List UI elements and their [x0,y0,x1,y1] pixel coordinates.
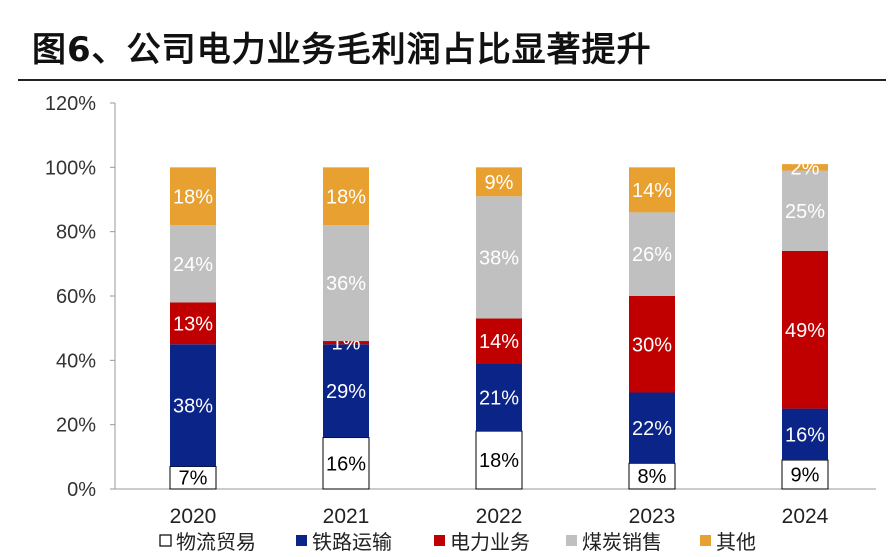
bar-segment [476,318,522,364]
bar-segment [782,164,828,171]
y-tick-label: 20% [56,415,96,437]
data-label: 16% [326,453,366,475]
bar-segment [323,344,369,438]
data-label: 9% [485,172,514,194]
bar-segment [629,392,675,464]
bar-segment [782,408,828,461]
data-label: 7% [179,468,208,490]
data-label: 22% [632,418,672,440]
data-label: 36% [326,273,366,295]
bar-segment [322,437,370,490]
bar-segment [475,430,523,490]
data-label: 49% [785,320,825,342]
data-label: 8% [638,466,667,488]
bar-segment [323,225,369,342]
data-label: 24% [173,254,213,276]
y-tick-label: 40% [56,350,96,372]
bar-segment [170,302,216,345]
x-tick-label: 2020 [170,505,217,528]
bar-segment [629,167,675,213]
legend-label: 铁路运输 [312,531,392,554]
y-tick-label: 60% [56,286,96,308]
title-underline [18,79,886,81]
bar-segment [476,167,522,197]
legend-label: 其他 [716,531,756,554]
legend-swatch [159,534,172,547]
bar-segment [476,363,522,432]
data-label: 14% [632,180,672,202]
data-label: 18% [326,186,366,208]
data-label: 25% [785,201,825,223]
bar-segment [629,296,675,393]
chart-title: 图6、公司电力业务毛利润占比显著提升 [32,30,652,70]
bar-segment [628,462,676,490]
bar-segment [782,170,828,251]
legend-label: 物流贸易 [176,531,256,554]
data-label: 38% [479,247,519,269]
bar-segment [170,167,216,226]
bar-segment [170,225,216,303]
x-tick-label: 2024 [782,505,829,528]
bar-segment [629,212,675,296]
data-label: 30% [632,334,672,356]
x-tick-label: 2021 [323,505,370,528]
bar-segment [323,167,369,226]
legend-swatch [296,535,307,546]
data-label: 9% [791,465,820,487]
bar-segment [782,250,828,409]
y-tick-label: 0% [67,479,96,501]
legend-swatch [434,535,445,546]
data-label: 16% [785,424,825,446]
y-tick-label: 120% [45,93,96,115]
data-label: 18% [479,450,519,472]
bar-segment [476,196,522,319]
data-label: 21% [479,387,519,409]
legend-label: 电力业务 [450,531,530,554]
legend-label: 煤炭销售 [582,531,662,554]
legend-swatch [566,535,577,546]
x-tick-label: 2022 [476,505,523,528]
legend-swatch [700,535,711,546]
data-label: 38% [173,395,213,417]
x-tick-label: 2023 [629,505,676,528]
data-label: 18% [173,186,213,208]
bar-segment [170,344,216,467]
y-tick-label: 100% [45,157,96,179]
data-label: 26% [632,244,672,266]
bar-segment [323,341,369,345]
data-label: 29% [326,381,366,403]
data-label: 13% [173,313,213,335]
data-label: 14% [479,331,519,353]
y-tick-label: 80% [56,222,96,244]
data-label: 2% [791,157,820,179]
